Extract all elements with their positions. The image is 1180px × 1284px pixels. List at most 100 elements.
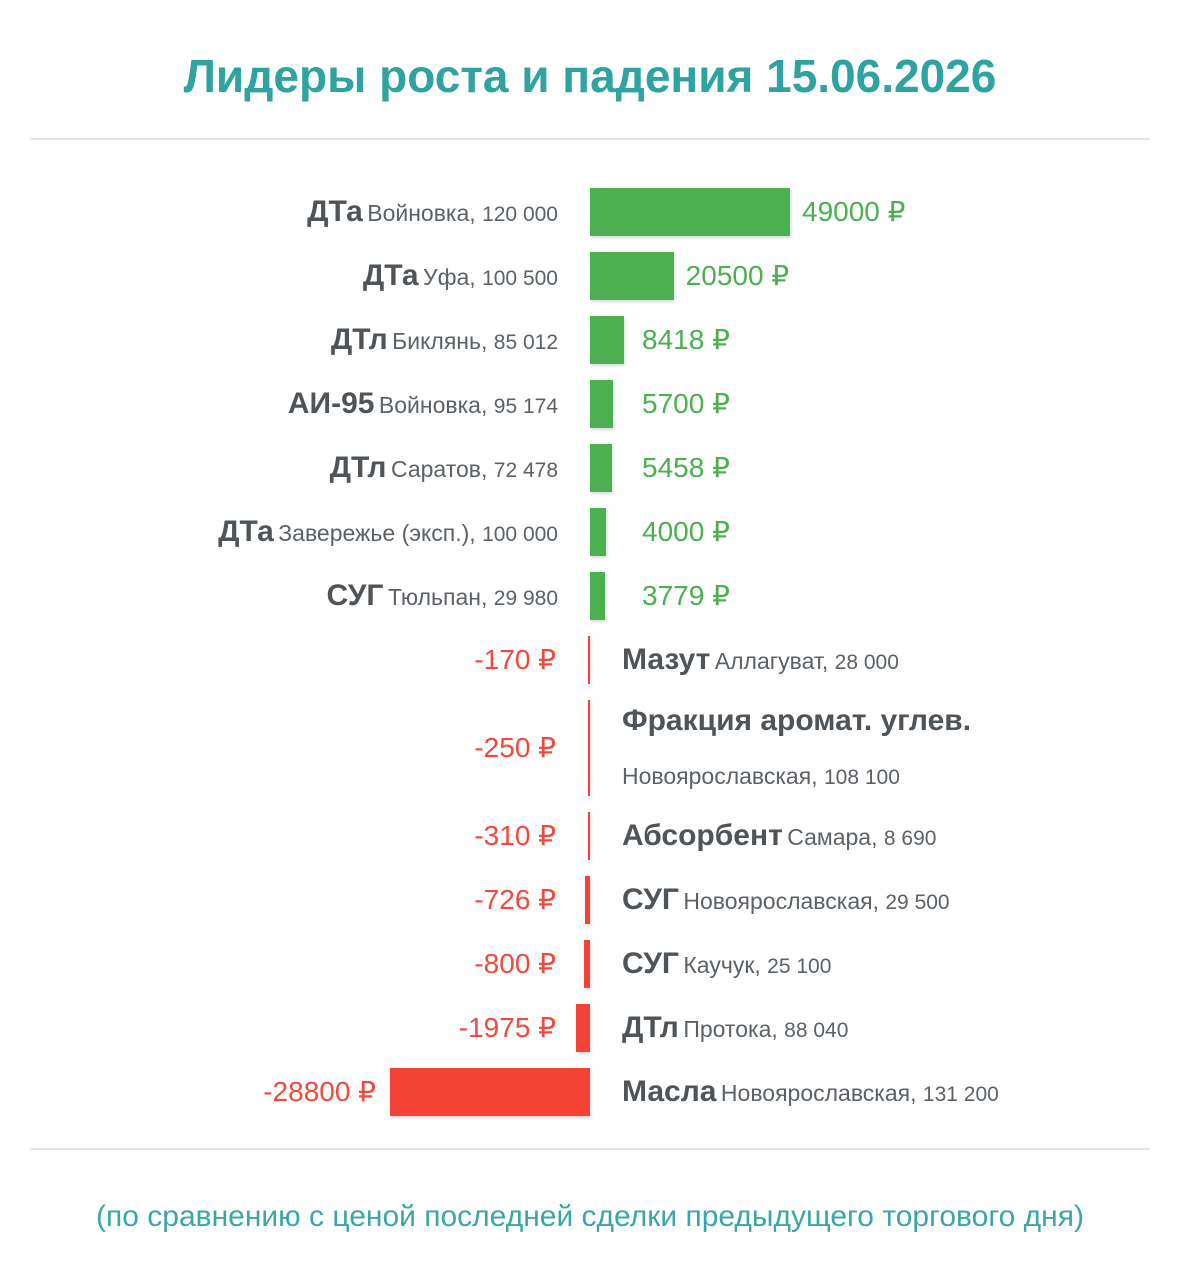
data-label: -310 ₽: [474, 820, 556, 851]
product-name: ДТл: [329, 451, 387, 484]
bar-gain: [590, 252, 674, 300]
separator: ,: [910, 1080, 923, 1106]
product-name: Абсорбент: [622, 819, 783, 852]
separator: ,: [469, 264, 483, 290]
data-label: -726 ₽: [474, 884, 556, 915]
location-name: Тюльпан: [387, 584, 481, 610]
data-label: 8418 ₽: [642, 324, 730, 355]
bar-gain: [590, 572, 606, 620]
product-name: ДТа: [362, 259, 419, 292]
separator: ,: [821, 648, 835, 674]
product-name: Мазут: [622, 643, 711, 676]
separator: ,: [811, 763, 824, 789]
category-label: Фракция аромат. углев. Новоярославская, 1…: [622, 704, 971, 797]
bar-gain: [590, 188, 790, 236]
product-name: ДТл: [330, 323, 388, 356]
volume-value: 25 100: [767, 955, 832, 978]
data-label: 49000 ₽: [802, 196, 906, 227]
volume-value: 100 500: [482, 267, 558, 290]
category-label: ДТа Войновка, 120 000: [307, 195, 558, 234]
volume-value: 100 000: [482, 523, 558, 546]
label-second-line: Новоярославская, 108 100: [622, 759, 971, 797]
product-name: СУГ: [622, 883, 679, 916]
location-name: Уфа: [422, 264, 470, 290]
volume-value: 120 000: [482, 203, 558, 226]
location-name: Новоярославская: [622, 763, 812, 789]
volume-value: 95 174: [493, 395, 558, 418]
bar-loss: [390, 1068, 590, 1116]
location-name: Войновка: [378, 392, 481, 418]
product-name: СУГ: [622, 947, 679, 980]
product-name: ДТа: [307, 195, 363, 228]
location-name: Каучук: [683, 952, 755, 978]
category-label: ДТл Протока, 88 040: [622, 1011, 848, 1050]
location-name: Войновка: [367, 200, 470, 226]
product-name: СУГ: [326, 579, 384, 612]
category-label: ДТа Уфа, 100 500: [363, 259, 558, 298]
bar-loss: [576, 1004, 590, 1052]
data-label: -170 ₽: [474, 644, 556, 675]
separator: ,: [469, 200, 483, 226]
category-label: Масла Новоярославская, 131 200: [622, 1075, 999, 1114]
product-name: АИ-95: [287, 387, 375, 420]
product-name: ДТа: [218, 515, 274, 548]
product-name: ДТл: [622, 1011, 679, 1044]
data-label: 4000 ₽: [642, 516, 730, 547]
bar-loss: [587, 812, 590, 860]
bottom-divider: [30, 1148, 1150, 1150]
volume-value: 72 478: [493, 459, 558, 482]
location-name: Биклянь: [392, 328, 481, 354]
category-label: СУГ Новоярославская, 29 500: [622, 883, 950, 922]
data-label: 5458 ₽: [642, 452, 730, 483]
data-label: -800 ₽: [474, 948, 556, 979]
location-name: Новоярославская: [683, 888, 873, 914]
volume-value: 88 040: [784, 1019, 849, 1042]
location-name: Самара: [787, 824, 872, 850]
bar-gain: [590, 508, 607, 556]
volume-value: 28 000: [834, 651, 899, 674]
bar-loss: [584, 876, 590, 924]
separator: ,: [754, 952, 768, 978]
category-label: ДТл Саратов, 72 478: [330, 451, 558, 490]
bar-gain: [590, 316, 625, 364]
data-label: 20500 ₽: [685, 260, 790, 291]
separator: ,: [480, 456, 494, 482]
product-name: Фракция аромат. углев.: [622, 704, 972, 737]
location-name: Аллагуват: [714, 648, 822, 674]
location-name: Саратов: [390, 456, 481, 482]
bar-gain: [590, 444, 613, 492]
location-name: Новоярославская: [720, 1080, 911, 1106]
category-label: ДТл Биклянь, 85 012: [331, 323, 558, 362]
data-label: -28800 ₽: [263, 1076, 376, 1107]
bar-loss: [588, 700, 590, 796]
separator: ,: [469, 520, 483, 546]
volume-value: 29 980: [493, 587, 558, 610]
separator: ,: [771, 1016, 785, 1042]
volume-value: 29 500: [885, 891, 950, 914]
volume-value: 8 690: [883, 827, 937, 850]
category-label: СУГ Тюльпан, 29 980: [326, 579, 558, 618]
bar-gain: [590, 380, 614, 428]
volume-value: 85 012: [493, 331, 558, 354]
page-title: Лидеры роста и падения 15.06.2026: [183, 50, 997, 102]
top-divider: [30, 138, 1150, 140]
product-name: Масла: [622, 1075, 717, 1108]
separator: ,: [480, 392, 494, 418]
location-name: Завережье (эксп.): [278, 520, 470, 546]
footnote: (по сравнению с ценой последней сделки п…: [96, 1200, 1084, 1233]
data-label: -1975 ₽: [458, 1012, 556, 1043]
data-label: 5700 ₽: [642, 388, 730, 419]
bar-loss: [584, 940, 590, 988]
volume-value: 108 100: [823, 766, 900, 789]
category-label: АИ-95 Войновка, 95 174: [288, 387, 558, 426]
separator: ,: [872, 888, 886, 914]
category-label: ДТа Завережье (эксп.), 100 000: [218, 515, 558, 554]
data-label: 3779 ₽: [642, 580, 730, 611]
category-label: Абсорбент Самара, 8 690: [622, 819, 936, 858]
category-label: Мазут Аллагуват, 28 000: [622, 643, 899, 682]
bar-loss: [588, 636, 590, 684]
separator: ,: [480, 584, 494, 610]
data-label: -250 ₽: [474, 732, 556, 763]
separator: ,: [480, 328, 494, 354]
